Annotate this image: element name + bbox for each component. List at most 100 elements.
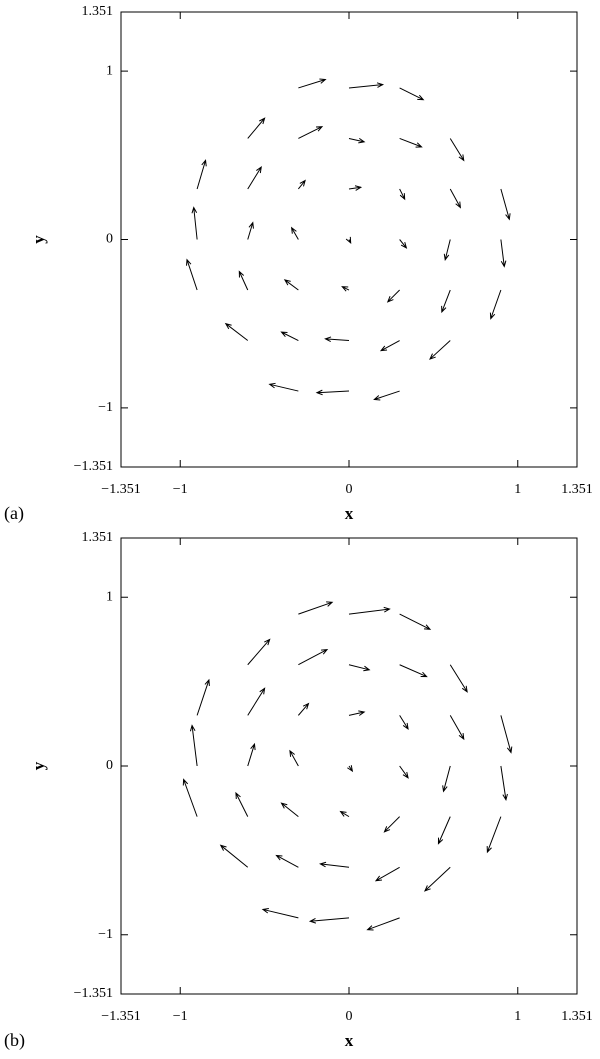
arrow bbox=[247, 221, 254, 240]
x-tick-label: −1.351 bbox=[101, 1009, 140, 1024]
arrow bbox=[500, 188, 511, 221]
arrow bbox=[399, 87, 425, 101]
arrow bbox=[297, 179, 306, 190]
y-tick-label: 1.351 bbox=[82, 4, 114, 19]
y-tick-label: 0 bbox=[106, 232, 113, 247]
arrow bbox=[308, 917, 350, 924]
arrow bbox=[500, 765, 508, 802]
arrow bbox=[341, 286, 350, 292]
arrow bbox=[374, 866, 400, 882]
x-tick-label: −1 bbox=[173, 482, 188, 497]
arrow bbox=[196, 159, 207, 190]
arrow bbox=[399, 188, 406, 201]
y-tick-label: −1 bbox=[98, 927, 113, 942]
arrow bbox=[399, 715, 409, 730]
arrow bbox=[283, 279, 299, 291]
arrow bbox=[182, 778, 198, 817]
x-tick-label: 0 bbox=[346, 1009, 353, 1024]
arrow bbox=[238, 270, 249, 291]
arrow bbox=[298, 78, 327, 89]
arrow bbox=[298, 601, 334, 615]
arrow bbox=[383, 816, 400, 833]
arrow bbox=[268, 382, 299, 392]
panel-label: (a) bbox=[4, 503, 24, 524]
arrow bbox=[280, 802, 299, 818]
arrow bbox=[348, 664, 371, 672]
y-tick-label: −1.351 bbox=[74, 459, 113, 474]
arrow bbox=[399, 239, 408, 249]
arrow bbox=[366, 917, 400, 931]
arrow bbox=[315, 389, 350, 396]
arrow bbox=[247, 117, 266, 139]
y-tick-label: 0 bbox=[106, 758, 113, 773]
arrow bbox=[319, 861, 350, 868]
y-axis-label: y bbox=[29, 235, 48, 244]
arrow bbox=[339, 810, 350, 818]
arrow bbox=[429, 340, 451, 360]
x-axis-label: x bbox=[345, 504, 354, 523]
arrow bbox=[247, 638, 271, 666]
arrow bbox=[298, 126, 324, 139]
x-tick-label: 0 bbox=[346, 482, 353, 497]
arrow bbox=[347, 765, 354, 773]
y-axis-label: y bbox=[29, 761, 48, 770]
x-axis-label: x bbox=[345, 1031, 354, 1050]
arrow bbox=[449, 715, 465, 741]
arrow bbox=[186, 258, 198, 291]
arrow bbox=[399, 765, 409, 779]
arrow bbox=[386, 289, 400, 303]
x-tick-label: 1.351 bbox=[561, 1009, 593, 1024]
y-tick-label: −1.351 bbox=[74, 986, 113, 1001]
arrow bbox=[486, 816, 502, 854]
arrow bbox=[399, 613, 432, 630]
arrow bbox=[224, 322, 249, 341]
y-tick-label: 1.351 bbox=[82, 530, 114, 545]
arrow bbox=[290, 226, 299, 240]
arrow bbox=[373, 390, 400, 401]
x-tick-label: 1.351 bbox=[561, 482, 593, 497]
arrow bbox=[191, 206, 198, 240]
arrow bbox=[443, 239, 451, 261]
arrow bbox=[348, 137, 366, 144]
x-tick-label: 1 bbox=[514, 1009, 521, 1024]
arrow bbox=[289, 749, 299, 767]
arrow bbox=[449, 664, 468, 693]
arrow bbox=[247, 165, 262, 190]
arrow bbox=[437, 816, 451, 845]
arrow bbox=[247, 687, 266, 716]
arrow bbox=[324, 336, 350, 343]
y-tick-label: 1 bbox=[106, 589, 113, 604]
arrow bbox=[247, 742, 256, 767]
y-tick-label: 1 bbox=[106, 63, 113, 78]
arrow bbox=[348, 82, 385, 89]
arrow bbox=[261, 907, 299, 919]
arrow bbox=[449, 138, 465, 162]
arrow bbox=[500, 239, 507, 268]
arrow bbox=[348, 606, 391, 615]
arrow bbox=[345, 236, 352, 245]
arrow bbox=[298, 648, 329, 666]
arrow bbox=[424, 866, 451, 892]
x-tick-label: −1.351 bbox=[101, 482, 140, 497]
arrow bbox=[500, 715, 513, 754]
x-tick-label: 1 bbox=[514, 482, 521, 497]
arrow bbox=[196, 678, 210, 716]
arrow bbox=[280, 331, 299, 341]
arrow bbox=[441, 289, 451, 314]
arrow bbox=[399, 664, 428, 678]
arrow bbox=[449, 188, 461, 209]
y-tick-label: −1 bbox=[98, 400, 113, 415]
arrow bbox=[379, 340, 400, 352]
arrow bbox=[275, 854, 299, 868]
arrow bbox=[399, 137, 423, 148]
arrow bbox=[235, 791, 249, 817]
panel-label: (b) bbox=[4, 1030, 25, 1051]
x-tick-label: −1 bbox=[173, 1009, 188, 1024]
arrow bbox=[219, 844, 249, 868]
arrow bbox=[489, 289, 502, 320]
arrow bbox=[348, 710, 366, 716]
arrow bbox=[442, 765, 451, 793]
arrow bbox=[189, 724, 198, 767]
arrow bbox=[297, 702, 310, 716]
